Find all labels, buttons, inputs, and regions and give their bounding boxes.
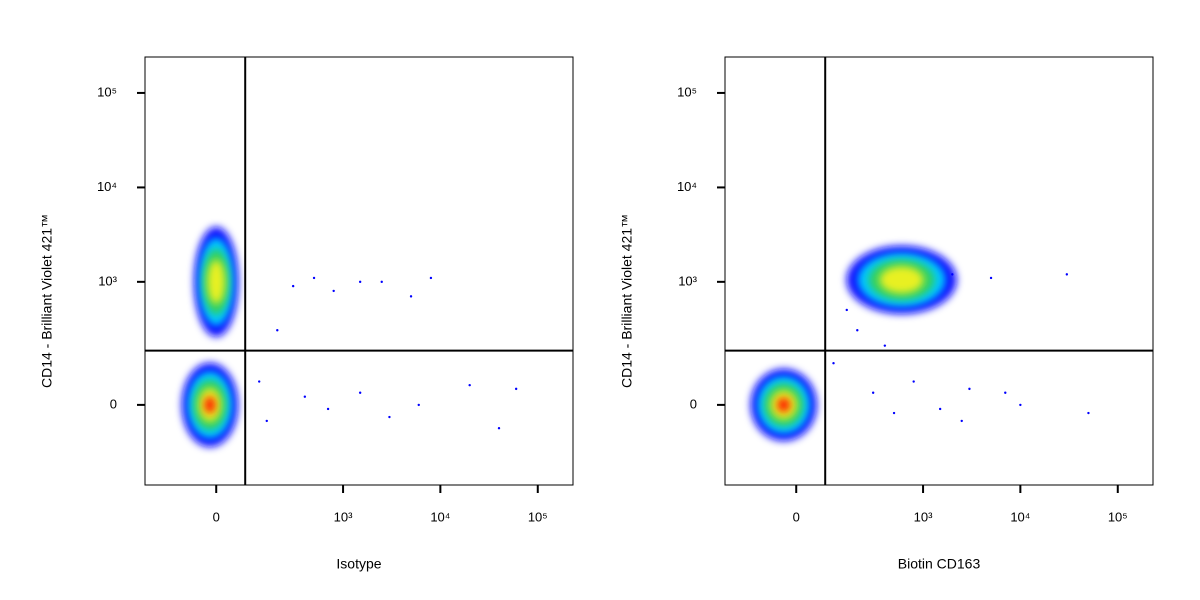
event-dot [892, 411, 896, 415]
plot-frame [144, 56, 574, 486]
population-density [204, 396, 216, 414]
y-tick-label: 0 [110, 396, 117, 411]
event-dot [276, 329, 279, 332]
x-tick-label: 0 [213, 509, 220, 524]
x-tick-label: 0 [793, 509, 800, 524]
event-dot [388, 415, 391, 419]
event-dot [291, 284, 295, 288]
x-tick-label: 10³ [914, 509, 933, 524]
event-dot [409, 295, 413, 298]
event-dot [358, 391, 362, 394]
y-tick-label: 10⁴ [97, 179, 117, 194]
y-tick-label: 10⁵ [97, 84, 117, 99]
population-density [777, 397, 791, 413]
event-dot [1004, 391, 1007, 394]
y-tick-label: 10⁴ [677, 179, 697, 194]
population-density [207, 259, 226, 304]
event-dot [332, 289, 335, 293]
y-tick-label: 10⁵ [677, 84, 697, 99]
x-tick-label: 10⁴ [1010, 509, 1030, 524]
event-dot [312, 276, 316, 280]
y-axis-label: CD14 - Brilliant Violet 421™ [619, 214, 635, 388]
event-dot [417, 403, 420, 407]
event-dot [358, 280, 362, 284]
plot: 0 10³ 10⁴ 10⁵ 0 10³ 10⁴ 10⁵ Biotin CD163 CD14 - B… [619, 56, 1154, 572]
x-axis-label: Isotype [336, 556, 381, 572]
event-dot [960, 419, 963, 423]
x-tick-label: 10⁵ [1108, 509, 1128, 524]
y-axis-label: CD14 - Brilliant Violet 421™ [39, 214, 55, 388]
event-dot [883, 344, 887, 347]
x-axis-label: Biotin CD163 [898, 556, 981, 572]
event-dot [1065, 273, 1069, 276]
x-tick-label: 10⁴ [430, 509, 450, 524]
event-dot [380, 280, 383, 284]
event-dot [912, 380, 915, 383]
event-dot [429, 276, 433, 280]
event-dot [497, 427, 501, 430]
y-tick-label: 10³ [678, 273, 697, 288]
plot: 0 10³ 10⁴ 10⁵ 0 10³ 10⁴ 10⁵ Isotype CD14 - Brilli… [39, 56, 574, 572]
x-tick-label: 10³ [334, 509, 353, 524]
x-tick-label: 10⁵ [528, 509, 548, 524]
y-tick-label: 10³ [98, 273, 117, 288]
event-dot [951, 273, 954, 276]
event-dot [856, 329, 859, 332]
plot-frame [724, 56, 1154, 486]
event-dot [258, 380, 261, 383]
event-dot [968, 387, 971, 391]
event-dot [938, 407, 942, 411]
event-dot [845, 308, 848, 312]
event-dot [303, 395, 307, 398]
y-tick-label: 0 [690, 396, 697, 411]
event-dot [265, 419, 268, 423]
event-dot [514, 387, 518, 391]
event-dot [871, 391, 875, 394]
event-dot [832, 361, 835, 365]
event-dot [1019, 403, 1022, 407]
event-dot [326, 407, 330, 411]
population-density [879, 266, 924, 294]
event-dot [468, 383, 471, 387]
event-dot [1087, 411, 1090, 415]
event-dot [989, 276, 993, 280]
